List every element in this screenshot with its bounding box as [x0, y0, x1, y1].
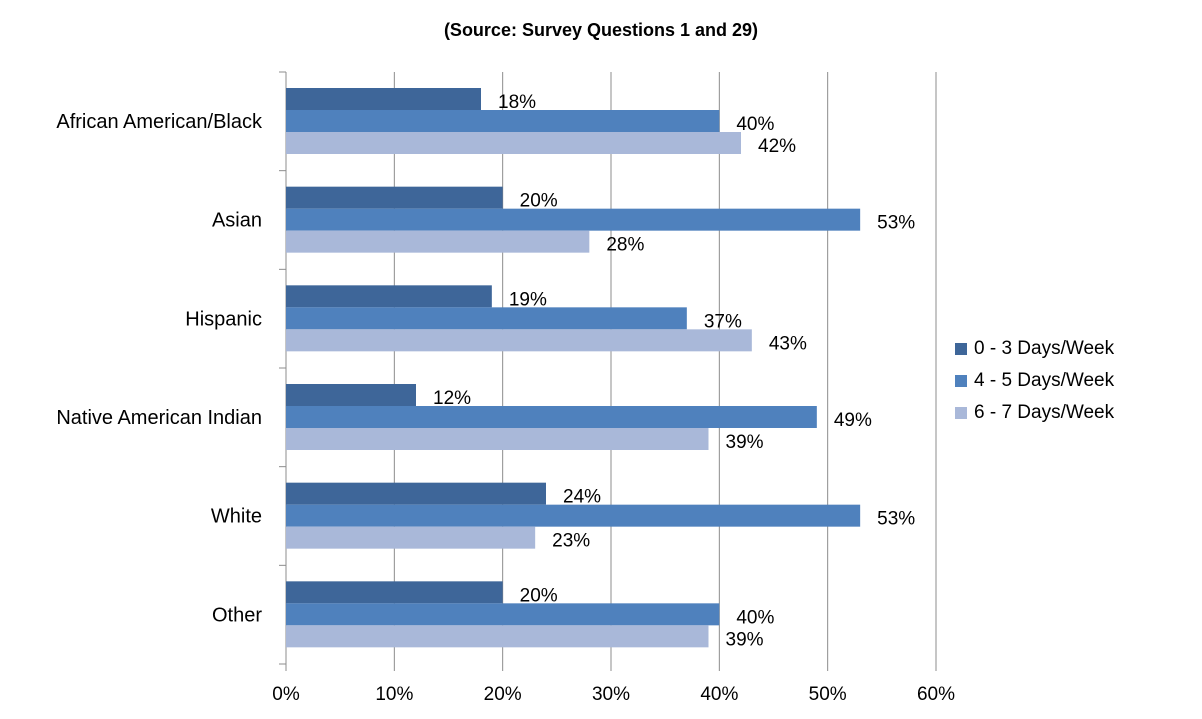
data-label: 12% — [433, 388, 471, 409]
bar — [286, 329, 752, 352]
legend: 0 - 3 Days/Week 4 - 5 Days/Week 6 - 7 Days… — [955, 333, 1114, 429]
data-label: 43% — [769, 333, 807, 354]
data-label: 23% — [552, 531, 590, 552]
x-tick-label: 10% — [375, 684, 413, 705]
data-label: 53% — [877, 509, 915, 530]
bar — [286, 230, 590, 253]
data-label: 37% — [704, 311, 742, 332]
data-label: 24% — [563, 487, 601, 508]
bar — [286, 504, 861, 527]
bar — [286, 581, 503, 604]
bar — [286, 186, 503, 209]
legend-label: 0 - 3 Days/Week — [974, 338, 1115, 359]
data-label: 18% — [498, 92, 536, 113]
bar — [286, 625, 709, 648]
x-tick-label: 60% — [917, 684, 955, 705]
data-label: 42% — [758, 136, 796, 157]
data-label: 53% — [877, 213, 915, 234]
category-label: White — [211, 506, 262, 528]
data-label: 19% — [509, 289, 547, 310]
category-label: Asian — [212, 210, 262, 232]
chart-subtitle: (Source: Survey Questions 1 and 29) — [443, 20, 759, 40]
bar — [286, 285, 492, 308]
legend-item: 4 - 5 Days/Week — [955, 365, 1114, 397]
legend-item: 0 - 3 Days/Week — [955, 333, 1114, 365]
bar — [286, 384, 416, 406]
bar — [286, 482, 546, 505]
data-label: 40% — [736, 114, 774, 135]
data-label: 20% — [520, 585, 558, 606]
category-label: Other — [212, 604, 262, 626]
data-label: 40% — [736, 607, 774, 628]
data-label: 39% — [726, 629, 764, 650]
x-tick-label: 40% — [700, 684, 738, 705]
bar — [286, 603, 720, 626]
legend-item: 6 - 7 Days/Week — [955, 397, 1114, 429]
legend-swatch — [955, 407, 967, 419]
data-label: 20% — [520, 191, 558, 212]
data-label: 28% — [606, 235, 644, 256]
category-label: Native American Indian — [56, 407, 262, 429]
bar — [286, 526, 536, 549]
bar — [286, 88, 481, 110]
x-tick-label: 50% — [809, 684, 847, 705]
data-label: 39% — [726, 432, 764, 453]
legend-swatch — [955, 375, 967, 387]
x-tick-label: 30% — [592, 684, 630, 705]
bar — [286, 132, 741, 154]
legend-label: 6 - 7 Days/Week — [974, 402, 1115, 423]
bar — [286, 406, 817, 428]
x-tick-label: 0% — [272, 684, 300, 705]
category-label: Hispanic — [185, 308, 262, 330]
bar — [286, 208, 861, 231]
bar — [286, 307, 687, 330]
data-label: 49% — [834, 410, 872, 431]
x-tick-label: 20% — [484, 684, 522, 705]
legend-swatch — [955, 343, 967, 355]
legend-label: 4 - 5 Days/Week — [974, 370, 1115, 391]
bar — [286, 428, 709, 450]
bar — [286, 110, 720, 132]
category-label: African American/Black — [56, 111, 263, 133]
